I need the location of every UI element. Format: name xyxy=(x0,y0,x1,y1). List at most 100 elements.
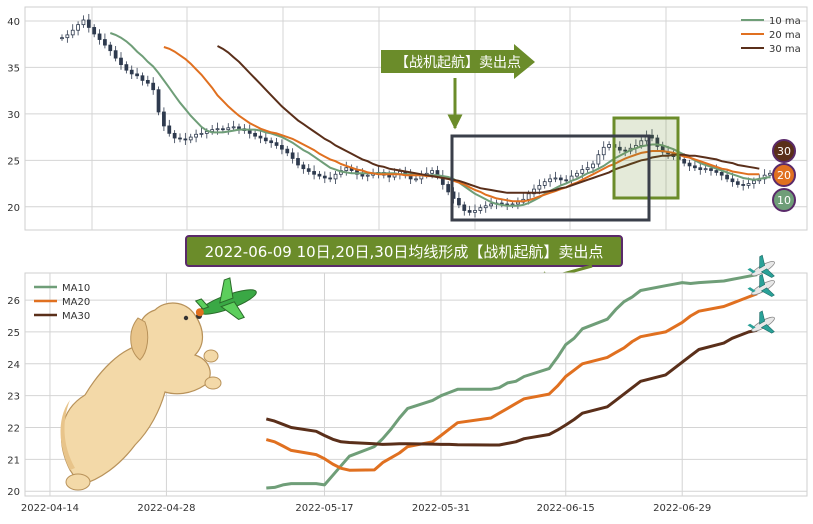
candle-body xyxy=(269,140,274,144)
candle-body xyxy=(280,145,284,150)
top-gridlines xyxy=(25,7,807,230)
toy-plane-wing xyxy=(219,277,234,304)
top-y-tick-labels: 20 25 30 35 40 xyxy=(7,17,20,214)
top-ma-lines xyxy=(109,32,771,207)
bottom-y-tick-label: 21 xyxy=(7,455,20,466)
candle-body xyxy=(103,39,107,46)
candle-body xyxy=(258,135,263,139)
airplane-icons xyxy=(747,254,775,334)
candle-body xyxy=(178,137,182,140)
top-y-tick-label: 40 xyxy=(7,17,20,28)
legend-label-ma20: MA20 xyxy=(62,297,90,308)
candle-body xyxy=(285,148,290,154)
candle-body xyxy=(607,144,611,148)
signal-callout: 【战机起航】卖出点 xyxy=(381,44,535,130)
bottom-y-tick-label: 22 xyxy=(7,424,20,435)
candle-body xyxy=(167,125,172,134)
candle-body xyxy=(301,164,306,170)
legend-label-ma10: MA10 xyxy=(62,283,90,294)
candle-body xyxy=(725,174,729,180)
candle-body xyxy=(221,128,225,131)
candle-body xyxy=(709,168,713,171)
candle-body xyxy=(70,29,75,36)
bottom-series-line xyxy=(265,292,758,472)
candle-body xyxy=(81,19,86,26)
candle-body xyxy=(194,133,198,138)
candle-body xyxy=(741,184,746,186)
bottom-x-tick-label: 2022-05-31 xyxy=(412,503,470,514)
legend-label-30ma: 30 ma xyxy=(769,44,801,55)
candle-body xyxy=(542,181,547,186)
candle-body xyxy=(752,180,756,184)
bottom-y-tick-label: 23 xyxy=(7,392,20,403)
candle-body xyxy=(735,181,740,185)
banner-text: 2022-06-09 10日,20日,30日均线形成【战机起航】卖出点 xyxy=(205,243,604,261)
candle-body xyxy=(768,172,772,176)
bottom-x-tick-label: 2022-06-15 xyxy=(537,503,595,514)
badge-30-circle xyxy=(772,139,796,163)
bottom-y-tick-label: 25 xyxy=(7,328,20,339)
candle-body xyxy=(478,207,483,211)
candle-body xyxy=(601,146,606,156)
bottom-x-tick-label: 2022-04-28 xyxy=(137,503,195,514)
candle-body xyxy=(162,111,166,127)
trend-zone-box xyxy=(450,134,651,222)
candle-body xyxy=(655,137,660,147)
bottom-x-tick-label: 2022-06-29 xyxy=(653,503,711,514)
dog-illustration xyxy=(60,302,222,491)
candle-body xyxy=(296,158,300,166)
candle-body xyxy=(215,128,220,131)
badge-30: 30 xyxy=(777,145,791,158)
dog-ear xyxy=(130,317,149,361)
airplane-wings xyxy=(759,310,775,334)
candle-body xyxy=(575,172,579,177)
candle-body xyxy=(199,132,204,135)
candle-body xyxy=(365,174,370,177)
candle-body xyxy=(124,64,129,71)
badge-20-circle xyxy=(772,163,796,187)
candle-body xyxy=(290,152,295,159)
sell-zone-box xyxy=(612,116,680,200)
candle-body xyxy=(119,57,123,66)
candle-body xyxy=(135,73,139,77)
top-series-line xyxy=(163,46,760,203)
candle-body xyxy=(140,75,145,81)
bottom-ma-lines xyxy=(265,273,758,490)
candle-body xyxy=(387,174,392,178)
candle-body xyxy=(714,170,719,173)
candle-body xyxy=(414,178,418,181)
ma-badges: 30 20 10 xyxy=(772,139,796,212)
dog-back-paw xyxy=(65,473,91,491)
candle-body xyxy=(596,154,601,165)
airplane-wings xyxy=(759,273,775,297)
candle-body xyxy=(591,163,595,169)
legend-label-ma30: MA30 xyxy=(62,311,90,322)
candle-body xyxy=(682,158,687,164)
bottom-series-line xyxy=(266,273,758,490)
candle-body xyxy=(253,132,257,137)
candle-body xyxy=(585,167,590,171)
airplane-icon xyxy=(747,310,775,334)
candle-body xyxy=(344,167,349,171)
dog-front-paw xyxy=(203,349,219,363)
bottom-y-tick-label: 24 xyxy=(7,360,20,371)
signal-arrow-shape xyxy=(381,44,535,79)
badge-10: 10 xyxy=(777,194,791,207)
badge-10-circle xyxy=(772,188,796,212)
airplane-tail xyxy=(747,323,756,329)
candle-body xyxy=(553,177,558,180)
candle-body xyxy=(430,170,434,174)
top-y-tick-label: 30 xyxy=(7,110,20,121)
candle-body xyxy=(263,137,268,142)
candle-body xyxy=(328,177,333,180)
candle-body xyxy=(457,198,461,206)
candle-body xyxy=(462,204,467,211)
toy-plane-propeller xyxy=(195,308,204,317)
top-y-tick-label: 20 xyxy=(7,203,20,214)
candle-body xyxy=(183,138,188,141)
top-series-line xyxy=(109,32,771,207)
bottom-x-tick-label: 2022-04-14 xyxy=(21,503,79,514)
candlestick-panel: 20 25 30 35 40 【战机起航】卖出点 10 ma 20 ma 30 ma 3… xyxy=(7,6,808,231)
candle-body xyxy=(483,205,488,209)
